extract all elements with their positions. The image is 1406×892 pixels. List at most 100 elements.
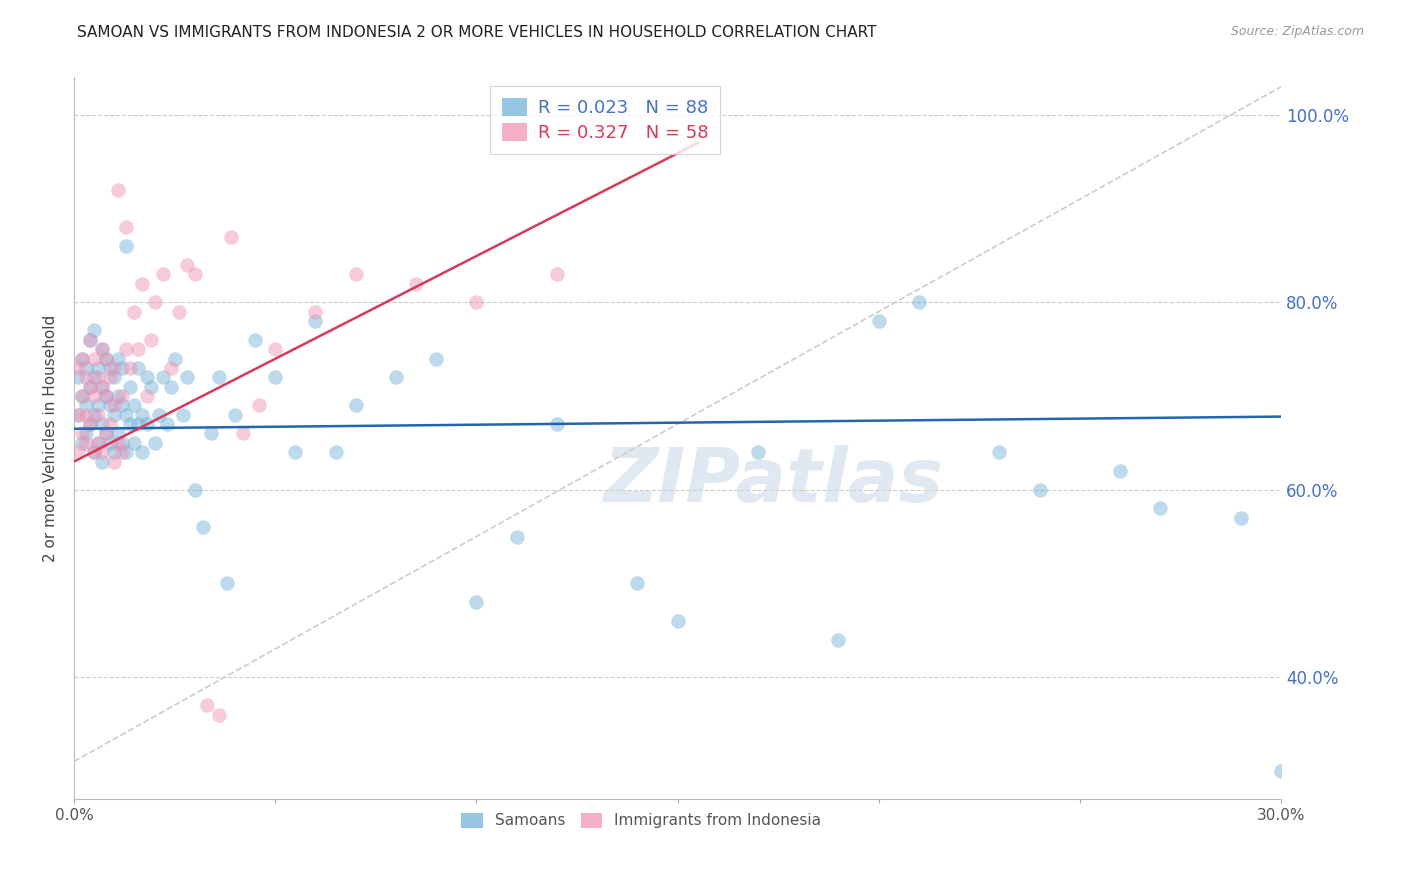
Point: [152, 267, 174, 281]
Point: [87, 435, 110, 450]
Point: [120, 417, 142, 431]
Point: [232, 426, 254, 441]
Point: [115, 445, 138, 459]
Point: [70, 435, 93, 450]
Point: [325, 445, 347, 459]
Point: [163, 351, 186, 366]
Point: [96, 426, 118, 441]
Point: [98, 398, 121, 412]
Point: [75, 370, 97, 384]
Point: [70, 351, 93, 366]
Point: [103, 408, 125, 422]
Point: [70, 389, 93, 403]
Point: [83, 445, 105, 459]
Point: [243, 333, 266, 347]
Point: [107, 351, 129, 366]
Point: [264, 370, 287, 384]
Point: [247, 398, 270, 412]
Point: [191, 520, 214, 534]
Point: [103, 370, 125, 384]
Point: [988, 445, 1011, 459]
Point: [67, 445, 90, 459]
Point: [75, 408, 97, 422]
Point: [103, 398, 125, 412]
Point: [143, 295, 166, 310]
Point: [91, 379, 114, 393]
Point: [111, 389, 134, 403]
Y-axis label: 2 or more Vehicles in Household: 2 or more Vehicles in Household: [44, 315, 58, 562]
Point: [219, 229, 242, 244]
Point: [98, 417, 121, 431]
Point: [465, 595, 488, 609]
Point: [135, 389, 157, 403]
Point: [546, 267, 568, 281]
Point: [98, 360, 121, 375]
Point: [208, 707, 231, 722]
Text: SAMOAN VS IMMIGRANTS FROM INDONESIA 2 OR MORE VEHICLES IN HOUSEHOLD CORRELATION : SAMOAN VS IMMIGRANTS FROM INDONESIA 2 OR…: [77, 25, 877, 40]
Point: [87, 435, 110, 450]
Point: [103, 454, 125, 468]
Point: [83, 389, 105, 403]
Point: [1229, 510, 1251, 524]
Point: [91, 379, 114, 393]
Point: [224, 408, 246, 422]
Point: [67, 370, 90, 384]
Point: [67, 360, 90, 375]
Point: [96, 426, 118, 441]
Point: [868, 314, 890, 328]
Point: [75, 426, 97, 441]
Point: [135, 370, 157, 384]
Point: [666, 614, 689, 628]
Point: [167, 304, 190, 318]
Point: [425, 351, 447, 366]
Point: [208, 370, 231, 384]
Point: [172, 408, 194, 422]
Point: [79, 417, 101, 431]
Point: [505, 529, 527, 543]
Point: [124, 398, 146, 412]
Point: [465, 295, 488, 310]
Point: [107, 435, 129, 450]
Point: [152, 370, 174, 384]
Point: [103, 360, 125, 375]
Point: [284, 445, 307, 459]
Point: [1109, 464, 1132, 478]
Point: [79, 333, 101, 347]
Point: [159, 360, 181, 375]
Point: [1270, 764, 1292, 778]
Point: [344, 267, 367, 281]
Point: [111, 435, 134, 450]
Point: [131, 408, 153, 422]
Point: [115, 220, 138, 235]
Point: [827, 632, 849, 647]
Point: [87, 370, 110, 384]
Point: [96, 351, 118, 366]
Point: [75, 435, 97, 450]
Point: [304, 314, 326, 328]
Legend: Samoans, Immigrants from Indonesia: Samoans, Immigrants from Indonesia: [456, 806, 827, 835]
Point: [83, 408, 105, 422]
Point: [107, 389, 129, 403]
Point: [1028, 483, 1050, 497]
Point: [91, 454, 114, 468]
Point: [184, 483, 207, 497]
Point: [385, 370, 408, 384]
Point: [135, 417, 157, 431]
Point: [176, 370, 198, 384]
Text: ZIPatlas: ZIPatlas: [605, 445, 943, 518]
Point: [107, 426, 129, 441]
Point: [546, 417, 568, 431]
Point: [1149, 501, 1171, 516]
Point: [159, 379, 181, 393]
Point: [70, 389, 93, 403]
Point: [87, 398, 110, 412]
Point: [127, 360, 149, 375]
Point: [127, 342, 149, 356]
Point: [107, 183, 129, 197]
Point: [83, 445, 105, 459]
Point: [115, 408, 138, 422]
Point: [124, 435, 146, 450]
Point: [83, 323, 105, 337]
Point: [111, 445, 134, 459]
Point: [120, 360, 142, 375]
